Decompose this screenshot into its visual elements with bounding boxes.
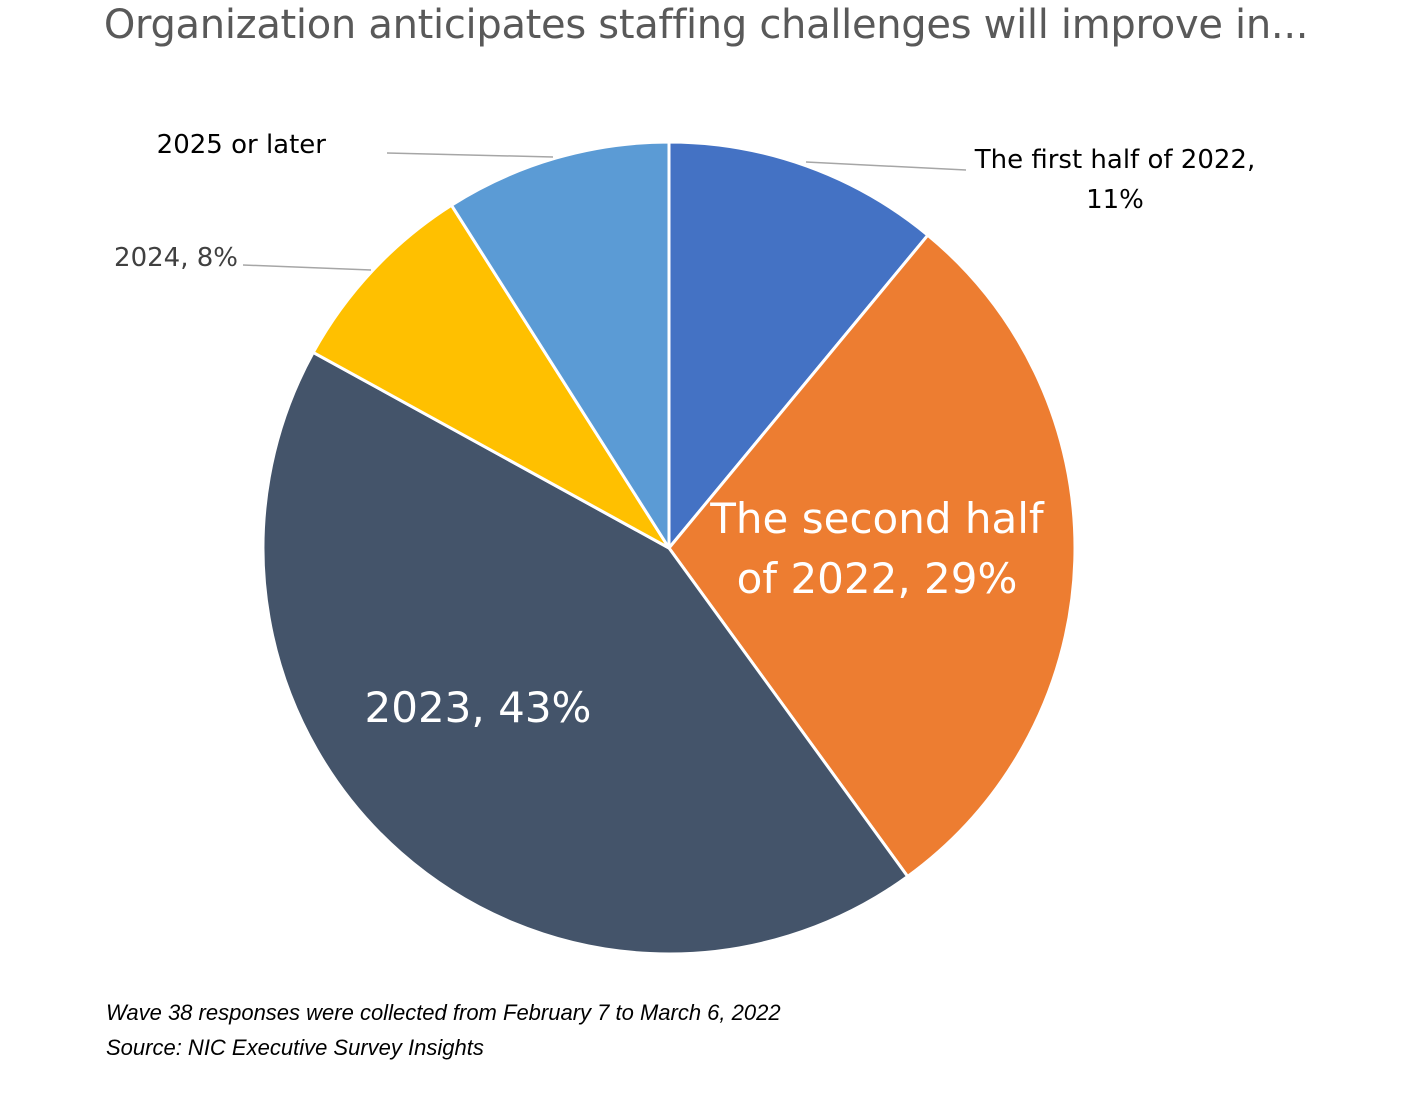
data-label-line: 2024, 8% [114,243,238,273]
footnote-source: Source: NIC Executive Survey Insights [106,1035,484,1060]
data-label-line: The second half [709,494,1045,543]
data-label: 2024, 8% [114,243,238,273]
data-label-line: of 2022, 29% [737,554,1018,603]
data-label: 2023, 43% [365,683,592,732]
footnote-wave-dates: Wave 38 responses were collected from Fe… [106,1000,781,1025]
data-label: 2025 or later [157,130,327,160]
chart-title: Organization anticipates staffing challe… [103,2,1309,48]
leader-lines [242,152,967,271]
pie-slice-the-first-half-of-2022 [667,140,930,550]
data-labels: The first half of 2022, 11% The second hal… [114,130,1255,732]
data-label-line: 11% [1086,185,1144,215]
pie-slice-2023 [261,350,910,956]
leader-line [386,152,554,158]
data-label-line: 2025 or later [157,130,327,160]
data-label-line: The first half of 2022, [974,145,1256,175]
pie-slice-the-second-half-of-2022 [667,233,1077,878]
leader-line [805,161,967,171]
pie-slice-2025-or-later [449,140,671,550]
pie-slice-2024 [311,203,671,550]
data-label: The second half of 2022, 29% [709,494,1045,603]
pie-slices [261,140,1077,956]
data-label: The first half of 2022, 11% [974,145,1256,215]
leader-line [242,264,372,271]
data-label-line: 2023, 43% [365,683,592,732]
